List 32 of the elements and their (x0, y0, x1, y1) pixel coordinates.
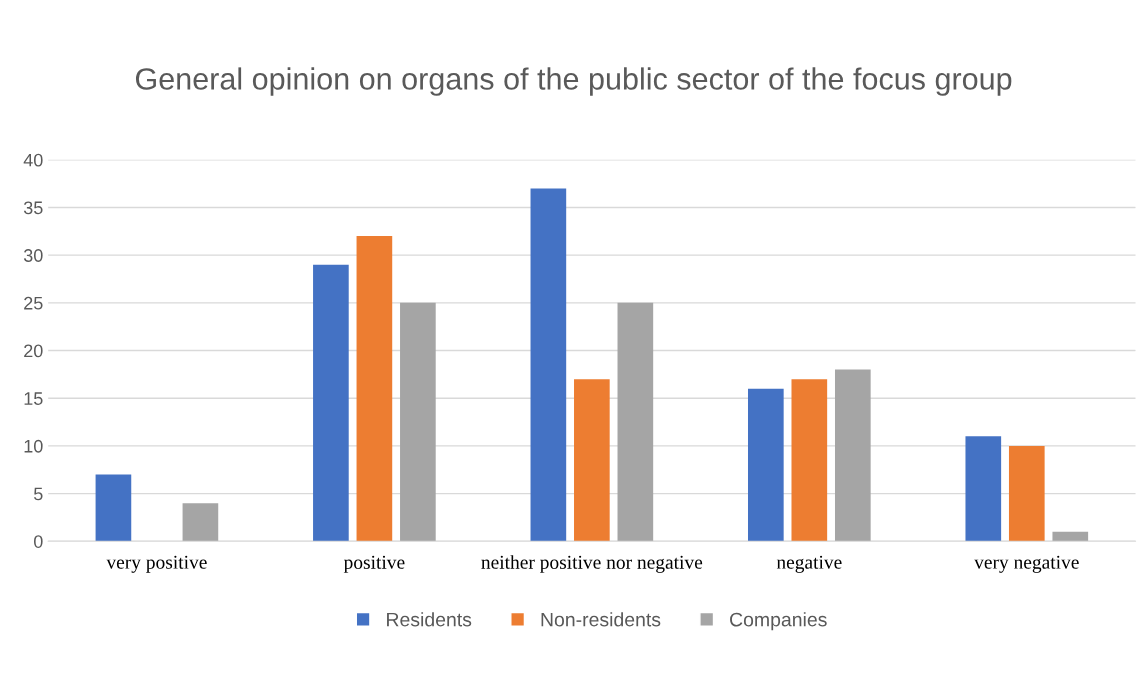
y-tick-label: 0 (33, 535, 43, 548)
x-tick-label: positive (343, 555, 405, 573)
bar (965, 436, 1002, 542)
x-tick-label: neither positive nor negative (481, 555, 703, 573)
bar (313, 264, 349, 542)
x-tick-label: very negative (974, 555, 1079, 573)
x-tick-label: negative (776, 555, 842, 573)
y-tick-label: 5 (33, 487, 43, 501)
bar (1008, 445, 1045, 542)
bar (574, 379, 610, 542)
y-tick-label: 10 (24, 439, 43, 453)
bar (748, 388, 784, 542)
y-tick-label: 25 (24, 296, 43, 310)
bar (530, 188, 567, 542)
chart-title: General opinion on organs of the public sector of the focus group (135, 67, 1012, 96)
bar (182, 503, 219, 542)
bar (1052, 531, 1089, 542)
legend-label: Non-residents (541, 612, 661, 627)
legend-label: Residents (387, 612, 472, 627)
bar (617, 302, 654, 542)
y-tick-label: 40 (23, 153, 43, 167)
x-tick-label: very positive (106, 555, 207, 573)
y-tick-label: 15 (24, 392, 43, 405)
y-tick-label: 30 (23, 249, 43, 262)
bar (834, 369, 871, 542)
bar (400, 302, 436, 542)
y-tick-label: 20 (24, 344, 43, 358)
bar (791, 379, 828, 542)
bar (95, 474, 132, 542)
bar (356, 236, 393, 542)
legend-label: Companies (730, 612, 827, 631)
y-tick-label: 35 (23, 201, 43, 215)
